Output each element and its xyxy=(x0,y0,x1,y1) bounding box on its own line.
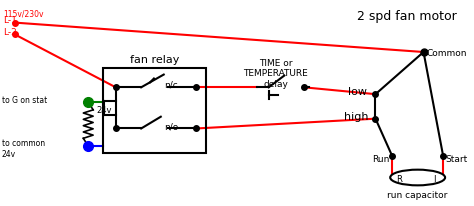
Text: low: low xyxy=(348,87,367,97)
Text: n/c: n/c xyxy=(164,81,177,89)
Bar xyxy=(103,68,206,153)
Text: L-1: L-1 xyxy=(3,16,17,25)
Text: 115v/230v: 115v/230v xyxy=(3,10,44,19)
Text: n/o: n/o xyxy=(164,122,178,130)
Text: 2 spd fan motor: 2 spd fan motor xyxy=(357,10,457,23)
Text: TIME or
TEMPERATURE
delay: TIME or TEMPERATURE delay xyxy=(243,59,308,88)
Text: 24v: 24v xyxy=(96,105,111,114)
Text: run capacitor: run capacitor xyxy=(387,190,448,199)
Text: Common: Common xyxy=(427,48,467,57)
Text: high: high xyxy=(344,111,369,121)
Text: to common
24v: to common 24v xyxy=(2,139,45,158)
Text: L-2: L-2 xyxy=(3,28,17,37)
Text: Start: Start xyxy=(445,154,467,163)
Text: R: R xyxy=(396,174,402,183)
Text: to G on stat: to G on stat xyxy=(2,96,47,105)
Text: I: I xyxy=(433,174,436,183)
Text: Run: Run xyxy=(372,154,389,163)
Text: fan relay: fan relay xyxy=(130,55,179,64)
